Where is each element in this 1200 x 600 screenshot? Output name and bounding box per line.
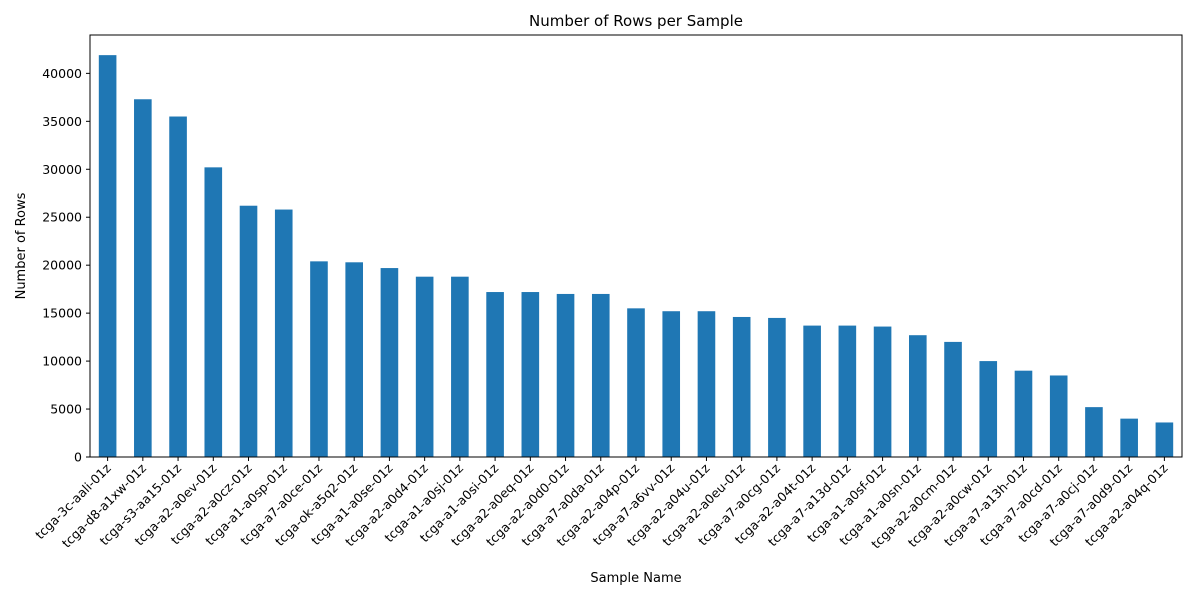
bar-tcga-d8-a1xw-01z — [134, 99, 152, 457]
bar-tcga-a1-a0sn-01z — [909, 335, 927, 457]
bar-tcga-a7-a0cj-01z — [1085, 407, 1103, 457]
bar-tcga-ok-a5q2-01z — [345, 262, 363, 457]
x-axis-label: Sample Name — [590, 571, 681, 586]
bars-group — [98, 55, 1174, 458]
bar-tcga-a2-a0cz-01z — [239, 205, 258, 457]
y-tick-label: 40000 — [42, 66, 82, 81]
plot-frame — [89, 34, 1183, 458]
bar-tcga-s3-aa15-01z — [169, 116, 187, 458]
y-tick-label: 15000 — [42, 306, 82, 321]
bar-tcga-a2-a0cm-01z — [944, 341, 962, 457]
bar-tcga-a7-a13d-01z — [838, 325, 857, 457]
bar-tcga-a2-a04p-01z — [627, 308, 645, 457]
y-tick-label: 20000 — [42, 258, 82, 273]
y-tick-label: 0 — [74, 450, 82, 465]
bar-tcga-a2-a0d4-01z — [415, 276, 434, 457]
bar-tcga-a7-a0d9-01z — [1120, 418, 1138, 457]
bar-tcga-a1-a0sj-01z — [451, 276, 469, 457]
bar-tcga-a2-a0ev-01z — [204, 167, 223, 457]
bar-tcga-a7-a6vv-01z — [662, 311, 681, 457]
bar-tcga-a7-a0cd-01z — [1049, 375, 1068, 457]
bar-tcga-a2-a04u-01z — [697, 311, 716, 457]
bar-tcga-a2-a0eu-01z — [732, 316, 751, 457]
y-tick-label: 25000 — [42, 210, 82, 225]
bar-tcga-3c-aali-01z — [98, 55, 117, 457]
bar-tcga-a7-a13h-01z — [1014, 370, 1033, 457]
y-tick-label: 5000 — [50, 402, 82, 417]
bar-tcga-a7-a0cg-01z — [768, 317, 786, 457]
bar-tcga-a7-a0ce-01z — [310, 261, 328, 457]
y-axis: 0 5000 10000 15000 20000 25000 30000 35000 40000 — [42, 66, 90, 465]
bar-tcga-a2-a04t-01z — [803, 325, 821, 457]
y-tick-label: 35000 — [42, 114, 82, 129]
bar-tcga-a2-a0eq-01z — [521, 292, 540, 457]
bar-tcga-a1-a0sp-01z — [274, 209, 293, 457]
chart-title: Number of Rows per Sample — [529, 12, 743, 30]
y-tick-label: 10000 — [42, 354, 82, 369]
bar-tcga-a1-a0si-01z — [486, 292, 504, 457]
y-tick-label: 30000 — [42, 162, 82, 177]
bar-tcga-a2-a04q-01z — [1155, 422, 1174, 457]
bar-tcga-a2-a0cw-01z — [979, 361, 998, 457]
bar-tcga-a1-a0sf-01z — [873, 326, 892, 457]
x-axis: tcga-3c-aali-01ztcga-d8-a1xw-01ztcga-s3-… — [32, 457, 1171, 551]
y-axis-label: Number of Rows — [14, 192, 29, 299]
bar-tcga-a1-a0se-01z — [380, 268, 399, 457]
bar-tcga-a2-a0d0-01z — [556, 293, 575, 457]
bar-tcga-a7-a0da-01z — [591, 293, 610, 457]
